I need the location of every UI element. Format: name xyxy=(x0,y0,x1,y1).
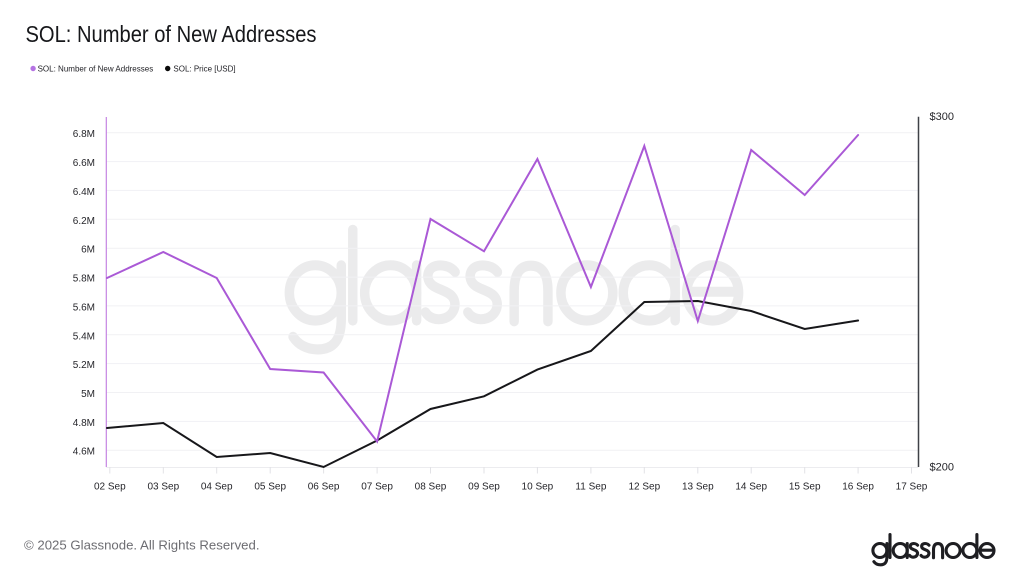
svg-text:14 Sep: 14 Sep xyxy=(735,482,767,493)
svg-text:17 Sep: 17 Sep xyxy=(896,482,928,493)
svg-text:5.2M: 5.2M xyxy=(73,360,95,371)
svg-text:6.4M: 6.4M xyxy=(73,187,95,198)
svg-text:04 Sep: 04 Sep xyxy=(201,482,233,493)
svg-text:$300: $300 xyxy=(930,111,954,123)
svg-text:SOL: Number of New Addresses: SOL: Number of New Addresses xyxy=(38,64,154,73)
svg-text:6.6M: 6.6M xyxy=(73,158,95,169)
svg-text:03 Sep: 03 Sep xyxy=(147,482,179,493)
svg-text:6M: 6M xyxy=(81,245,95,256)
svg-text:5.6M: 5.6M xyxy=(73,302,95,313)
svg-text:16 Sep: 16 Sep xyxy=(842,482,874,493)
svg-text:05 Sep: 05 Sep xyxy=(254,482,286,493)
svg-text:$200: $200 xyxy=(930,461,954,473)
svg-text:6.2M: 6.2M xyxy=(73,216,95,227)
svg-text:SOL: Number of New Addresses: SOL: Number of New Addresses xyxy=(26,21,317,47)
svg-text:© 2025 Glassnode. All Rights R: © 2025 Glassnode. All Rights Reserved. xyxy=(24,538,260,553)
svg-text:11 Sep: 11 Sep xyxy=(575,482,606,493)
svg-text:15 Sep: 15 Sep xyxy=(789,482,821,493)
svg-text:SOL: Price [USD]: SOL: Price [USD] xyxy=(173,64,235,73)
svg-text:07 Sep: 07 Sep xyxy=(361,482,393,493)
svg-text:12 Sep: 12 Sep xyxy=(628,482,660,493)
svg-text:4.6M: 4.6M xyxy=(73,447,95,458)
svg-text:5M: 5M xyxy=(81,389,95,400)
svg-text:06 Sep: 06 Sep xyxy=(308,482,340,493)
svg-text:13 Sep: 13 Sep xyxy=(682,482,714,493)
svg-text:10 Sep: 10 Sep xyxy=(522,482,554,493)
svg-text:5.4M: 5.4M xyxy=(73,331,95,342)
svg-text:08 Sep: 08 Sep xyxy=(415,482,447,493)
svg-text:02 Sep: 02 Sep xyxy=(94,482,126,493)
svg-text:09 Sep: 09 Sep xyxy=(468,482,500,493)
svg-text:6.8M: 6.8M xyxy=(73,129,95,140)
svg-text:4.8M: 4.8M xyxy=(73,418,95,429)
svg-text:5.8M: 5.8M xyxy=(73,274,95,285)
